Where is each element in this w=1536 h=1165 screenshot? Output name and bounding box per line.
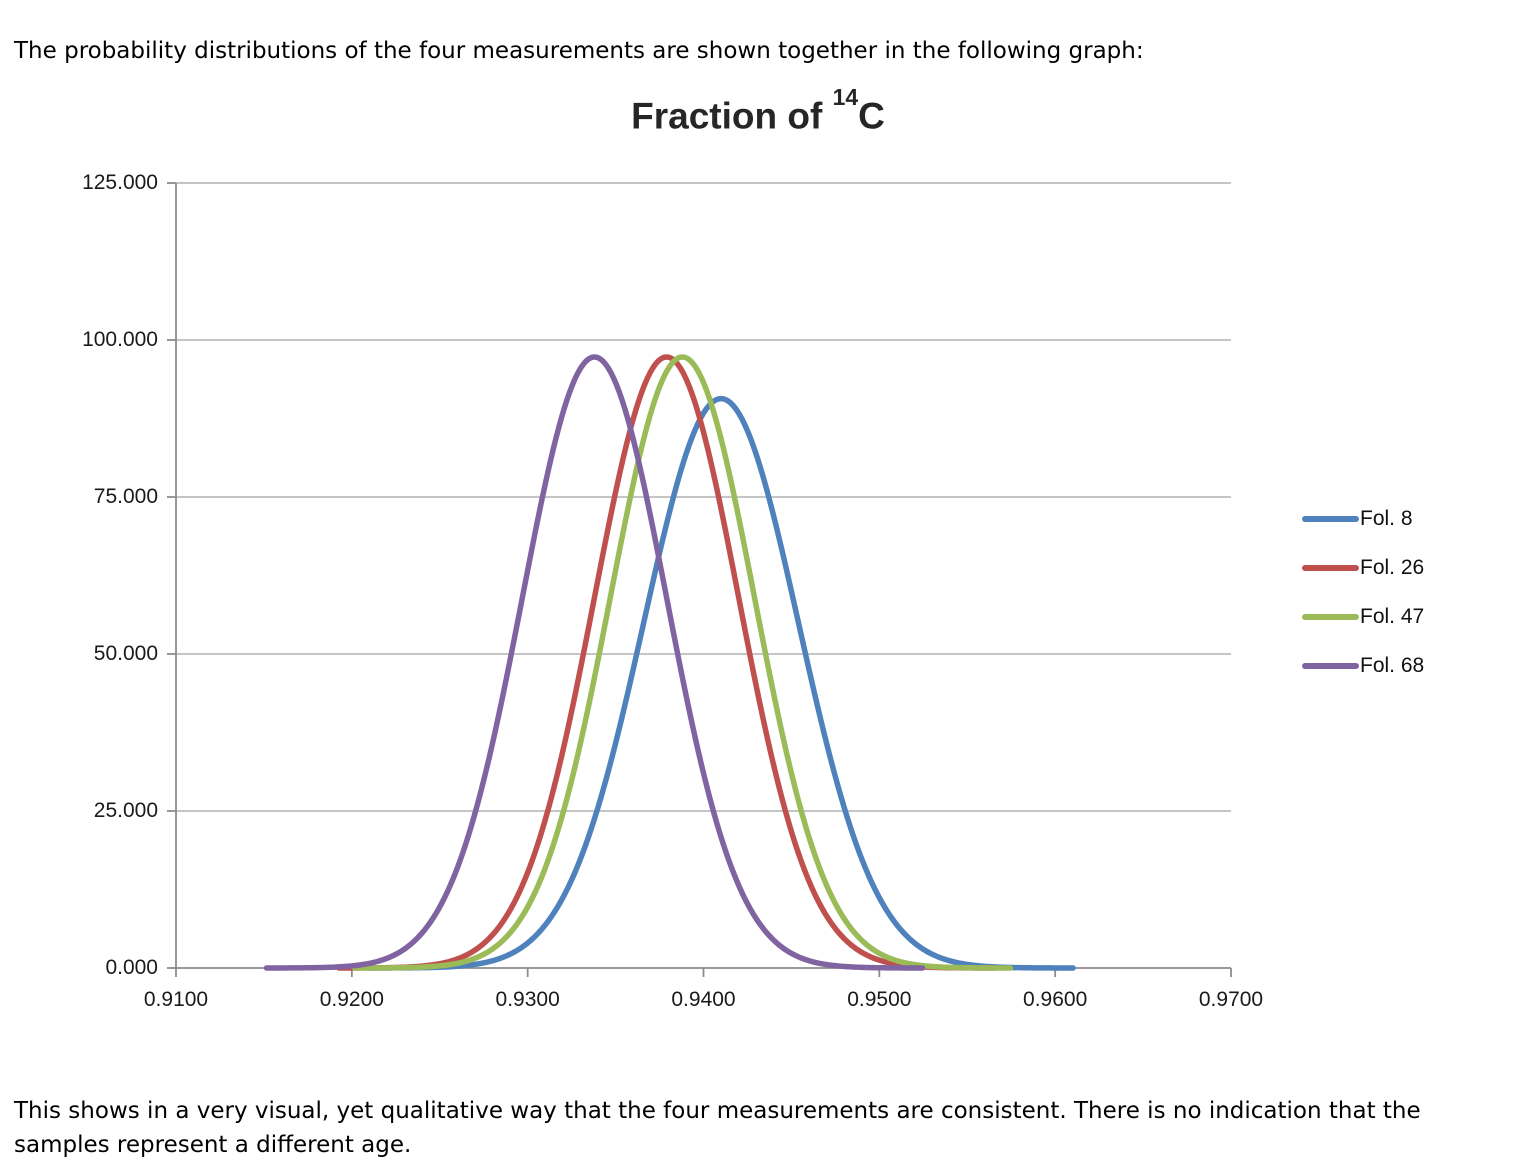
chart-title-text: Fraction of	[631, 95, 833, 137]
series-curve-fol-8	[366, 395, 1076, 971]
x-axis-label: 0.9400	[671, 988, 736, 1011]
legend-label: Fol. 68	[1360, 654, 1425, 677]
y-axis-label: 100.000	[82, 328, 158, 351]
legend-label: Fol. 47	[1360, 605, 1425, 628]
x-axis-label: 0.9100	[143, 988, 209, 1011]
y-axis-label: 50.000	[93, 642, 158, 665]
legend-item-fol-26: Fol. 26	[1302, 554, 1424, 582]
chart-title-suffix: C	[858, 95, 885, 137]
x-axis-label: 0.9500	[847, 988, 912, 1011]
legend-item-fol-8: Fol. 8	[1302, 505, 1424, 533]
legend-item-fol-47: Fol. 47	[1302, 603, 1424, 631]
legend-item-fol-68: Fol. 68	[1302, 652, 1424, 680]
y-axis-label: 25.000	[93, 799, 158, 822]
conclusion-paragraph: This shows in a very visual, yet qualita…	[14, 1098, 1421, 1158]
legend-label: Fol. 8	[1360, 507, 1413, 530]
series-curve-fol-26	[335, 354, 998, 971]
x-axis-label: 0.9600	[1023, 988, 1088, 1011]
legend-label: Fol. 26	[1360, 556, 1425, 579]
intro-paragraph: The probability distributions of the fou…	[14, 38, 1144, 64]
x-axis-label: 0.9700	[1198, 988, 1264, 1011]
x-axis-label: 0.9300	[495, 988, 560, 1011]
series-curve-fol-47	[351, 354, 1014, 971]
chart-title-superscript: 14	[832, 83, 859, 110]
legend: Fol. 8 Fol. 26 Fol. 47 Fol. 68	[1302, 505, 1424, 701]
y-axis-label: 125.000	[82, 171, 158, 194]
x-axis-label: 0.9200	[319, 988, 384, 1011]
legend-line-swatch-green	[1302, 614, 1359, 620]
chart-title: Fraction of 14C	[258, 84, 1258, 137]
y-axis-label: 75.000	[93, 485, 158, 508]
y-axis-label: 0.000	[105, 956, 158, 979]
legend-line-swatch-purple	[1302, 663, 1359, 669]
legend-line-swatch-blue	[1302, 516, 1359, 522]
series-curve-fol-68	[263, 354, 926, 971]
legend-line-swatch-red	[1302, 565, 1359, 571]
